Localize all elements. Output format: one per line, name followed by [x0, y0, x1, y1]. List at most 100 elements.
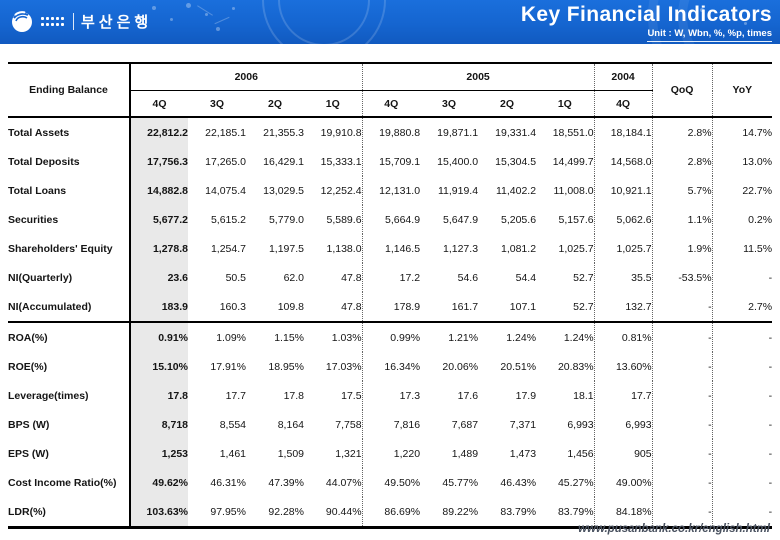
table-row: Total Loans 14,882.8 14,075.4 13,029.5 12,25… — [8, 176, 772, 205]
row-label: Leverage(times) — [8, 381, 131, 410]
quarter-header: 4Q — [362, 90, 421, 118]
cell-value: 1,025.7 — [594, 234, 653, 263]
cell-value: - — [652, 292, 713, 322]
cell-value: 5,677.2 — [130, 205, 188, 234]
cell-value: 89.22% — [442, 505, 479, 518]
cell-value: 11,008.0 — [536, 176, 595, 205]
cell-value: 46.43% — [500, 476, 537, 489]
cell-value: 54.4 — [515, 271, 537, 284]
cell-value: 1.09% — [188, 321, 246, 352]
website-url: www.pusanbank.co.kr/english.html — [578, 523, 770, 535]
banner-decoration — [170, 18, 173, 21]
cell-value: 5,615.2 — [210, 213, 246, 226]
table-row: Total Assets 22,812.2 22,185.1 21,355.3 19,9… — [8, 117, 772, 147]
cell-value: - — [712, 321, 773, 352]
row-label: NI(Quarterly) — [8, 263, 131, 292]
cell-value: 15,304.5 — [495, 155, 537, 168]
cell-value: 15,709.1 — [379, 155, 421, 168]
cell-value: 1,146.5 — [385, 242, 421, 255]
cell-value: 44.07% — [304, 468, 363, 497]
cell-value: 15.10% — [130, 352, 188, 381]
cell-value: 86.69% — [384, 505, 421, 518]
row-label: BPS (W) — [8, 410, 131, 439]
banner-decoration — [186, 3, 191, 8]
cell-value: 1.21% — [420, 321, 479, 352]
cell-value: 132.7 — [594, 292, 653, 322]
quarter-header: 2Q — [478, 90, 537, 118]
cell-value: 5,062.6 — [594, 205, 653, 234]
cell-value: 7,816 — [393, 418, 421, 431]
cell-value: 5,664.9 — [385, 213, 421, 226]
cell-value: - — [768, 271, 773, 284]
table-row: BPS (W) 8,718 8,554 8,164 7,758 7,816 7,687 7,3… — [8, 410, 772, 439]
cell-value: 2.8% — [652, 147, 713, 176]
cell-value: 15,333.1 — [304, 147, 363, 176]
cell-value: 22,185.1 — [205, 126, 246, 139]
cell-value: 5.7% — [652, 176, 713, 205]
year-header: 2004 — [594, 63, 653, 91]
cell-value: 11.5% — [743, 242, 773, 255]
cell-value: 18.1 — [536, 381, 595, 410]
cell-value: 2.8% — [652, 117, 713, 147]
cell-value: 1,253 — [130, 439, 188, 468]
cell-value: 18,184.1 — [594, 117, 653, 147]
banner-decoration — [262, 0, 386, 44]
cell-value: 1,473 — [509, 447, 537, 460]
cell-value: 11,919.4 — [437, 184, 479, 197]
table-row: Securities 5,677.2 5,615.2 5,779.0 5,589.6 5,… — [8, 205, 772, 234]
top-banner: 부산은행 Key Financial Indicators Unit : W, … — [0, 0, 780, 44]
cell-value: 49.62% — [130, 468, 188, 497]
cell-value: 16,429.1 — [263, 155, 304, 168]
table-row: EPS (W) 1,253 1,461 1,509 1,321 1,220 1,489 1,4… — [8, 439, 772, 468]
cell-value: 8,164 — [277, 418, 304, 431]
cell-value: 5,157.6 — [536, 205, 595, 234]
cell-value: - — [768, 476, 773, 489]
cell-value: 17,756.3 — [130, 147, 188, 176]
banner-decoration — [205, 13, 208, 16]
year-header: 2005 — [362, 63, 595, 91]
cell-value: 107.1 — [509, 300, 537, 313]
cell-value: 46.31% — [210, 476, 246, 489]
cell-value: 13.0% — [742, 155, 773, 168]
extra-col-header: QoQ — [652, 63, 713, 118]
cell-value: 17.7 — [594, 381, 653, 410]
cell-value: - — [652, 497, 713, 528]
quarter-header: 4Q — [594, 90, 653, 118]
cell-value: 1,456 — [536, 439, 595, 468]
cell-value: 35.5 — [594, 263, 653, 292]
cell-value: 20.83% — [536, 352, 595, 381]
unit-note: Unit : W, Wbn, %, %p, times — [647, 28, 772, 42]
cell-value: 0.91% — [130, 321, 188, 352]
extra-col-header: YoY — [712, 63, 773, 118]
cell-value: 19,331.4 — [495, 126, 537, 139]
cell-value: 0.99% — [362, 321, 421, 352]
quarter-header: 2Q — [246, 90, 304, 118]
banner-decoration — [214, 16, 230, 25]
cell-value: - — [652, 352, 713, 381]
cell-value: 5,589.6 — [304, 205, 363, 234]
table-row: Total Deposits 17,756.3 17,265.0 16,429.1 15… — [8, 147, 772, 176]
cell-value: - — [768, 389, 773, 402]
cell-value: 54.6 — [457, 271, 479, 284]
cell-value: 7,371 — [509, 418, 537, 431]
cell-value: 7,687 — [451, 418, 479, 431]
cell-value: 6,993 — [536, 410, 595, 439]
cell-value: 22,812.2 — [130, 117, 188, 147]
cell-value: 17.5 — [304, 381, 363, 410]
cell-value: 45.77% — [442, 476, 479, 489]
cell-value: 17.2 — [399, 271, 421, 284]
cell-value: 14.7% — [742, 126, 773, 139]
table-body: Total Assets 22,812.2 22,185.1 21,355.3 19,9… — [8, 117, 773, 528]
quarter-header: 4Q — [130, 90, 188, 118]
table-row: ROE(%) 15.10% 17.91% 18.95% 17.03% 16.34% 20.0… — [8, 352, 772, 381]
cell-value: 11,402.2 — [495, 184, 537, 197]
cell-value: 17.7 — [225, 389, 246, 402]
cell-value: 1.24% — [536, 321, 595, 352]
cell-value: 1.9% — [652, 234, 713, 263]
cell-value: 1.1% — [652, 205, 713, 234]
banner-decoration — [197, 5, 213, 16]
financial-indicators-table: Ending Balance 2006 2005 2004 QoQ YoY 4Q 3Q 2Q 1Q… — [8, 62, 773, 529]
cell-value: 14,568.0 — [594, 147, 653, 176]
year-header: 2006 — [130, 63, 363, 91]
quarter-header: 3Q — [188, 90, 246, 118]
